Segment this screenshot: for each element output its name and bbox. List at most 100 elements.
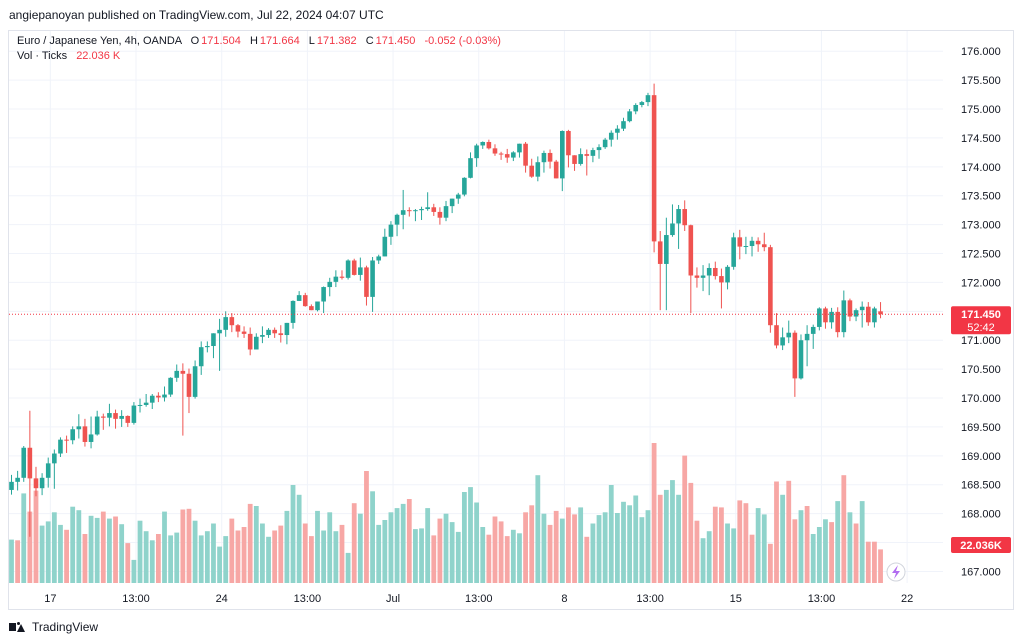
candle-body — [572, 155, 577, 164]
candle — [590, 147, 596, 163]
volume-bar — [431, 535, 437, 583]
candle-body — [584, 154, 590, 156]
volume-bar — [235, 530, 241, 583]
change-value: -0.052 (-0.03%) — [424, 35, 501, 47]
x-tick-label: 8 — [561, 593, 567, 605]
candle-body — [817, 308, 822, 327]
candle-body — [327, 281, 333, 288]
candle-body — [700, 275, 706, 278]
candle — [768, 244, 773, 333]
volume-bar — [94, 517, 100, 583]
volume-bar — [578, 507, 584, 583]
candle — [223, 311, 228, 337]
candle — [504, 148, 510, 163]
volume-label[interactable]: Vol · Ticks — [17, 50, 68, 62]
candle — [425, 192, 430, 211]
candle-body — [407, 210, 412, 212]
x-tick-label: 13:00 — [465, 593, 493, 605]
candle-body — [125, 415, 131, 423]
candle-body — [82, 426, 88, 442]
candle — [272, 327, 277, 338]
footer-brand[interactable]: TradingView — [9, 620, 98, 634]
low-label: L — [308, 35, 315, 47]
candle — [382, 228, 388, 257]
candle-body — [419, 209, 424, 211]
volume-bar — [425, 508, 431, 583]
volume-bar — [468, 487, 473, 583]
volume-bar — [39, 525, 45, 583]
volume-bar — [137, 520, 143, 583]
candle — [358, 257, 363, 281]
candle — [511, 151, 516, 162]
volume-bar — [535, 475, 541, 583]
candle — [413, 209, 418, 222]
candle-body — [162, 394, 167, 398]
candle-body — [186, 373, 192, 397]
candle-body — [566, 130, 571, 156]
candle — [449, 198, 455, 214]
candle — [205, 341, 210, 353]
y-tick-label: 174.000 — [961, 162, 1001, 174]
x-tick-label: 13:00 — [294, 593, 322, 605]
candle — [15, 470, 20, 491]
volume-bar — [27, 511, 33, 583]
candle-body — [859, 306, 865, 311]
candle-body — [254, 336, 259, 350]
volume-bar — [284, 510, 290, 583]
candle-body — [474, 145, 479, 159]
candle — [639, 100, 645, 108]
candle-body — [376, 256, 381, 261]
candle — [278, 325, 284, 343]
x-tick-label: 13:00 — [808, 593, 836, 605]
last-price-box — [951, 306, 1011, 335]
candle — [474, 143, 479, 167]
volume-bar — [872, 541, 877, 583]
publisher-line: angiepanoyan published on TradingView.co… — [9, 8, 384, 22]
candle — [657, 230, 663, 311]
candle-body — [633, 104, 639, 112]
candle-body — [358, 267, 363, 275]
volume-bar — [413, 529, 418, 583]
x-tick-label: 13:00 — [636, 593, 664, 605]
high-label: H — [249, 35, 258, 47]
candle — [517, 143, 522, 158]
candle-body — [394, 214, 400, 225]
candle-body — [768, 247, 773, 326]
volume-bar — [774, 481, 779, 583]
candle — [547, 149, 553, 169]
candle — [143, 393, 149, 407]
volume-bar — [266, 536, 271, 583]
lightning-icon[interactable] — [886, 562, 906, 582]
volume-bar — [694, 520, 700, 583]
volume-bar — [437, 518, 443, 583]
volume-bar — [406, 499, 412, 583]
volume-bar — [204, 531, 210, 583]
candle — [731, 232, 736, 270]
candle — [296, 291, 302, 301]
open-value: 171.504 — [201, 35, 241, 47]
candle-body — [578, 154, 583, 164]
volume-bar — [706, 531, 712, 583]
volume-bar — [15, 540, 21, 583]
candle-body — [107, 413, 112, 418]
candle — [339, 270, 345, 280]
candle — [290, 300, 296, 329]
volume-bar — [419, 528, 424, 583]
volume-bar — [76, 510, 82, 583]
candle-body — [370, 260, 375, 297]
volume-bar — [633, 495, 639, 583]
open-label: O — [190, 35, 200, 47]
candle — [872, 306, 877, 328]
volume-bar — [125, 543, 131, 583]
symbol-label[interactable]: Euro / Japanese Yen, 4h, OANDA — [17, 35, 182, 47]
candle-body — [21, 447, 27, 478]
candle-body — [437, 211, 443, 218]
volume-bar — [296, 494, 302, 583]
volume-bar — [33, 490, 39, 583]
volume-bar — [547, 524, 553, 583]
candle-body — [535, 162, 541, 177]
candle-body — [792, 332, 798, 379]
y-tick-label: 169.000 — [961, 451, 1001, 463]
candle — [364, 265, 369, 306]
